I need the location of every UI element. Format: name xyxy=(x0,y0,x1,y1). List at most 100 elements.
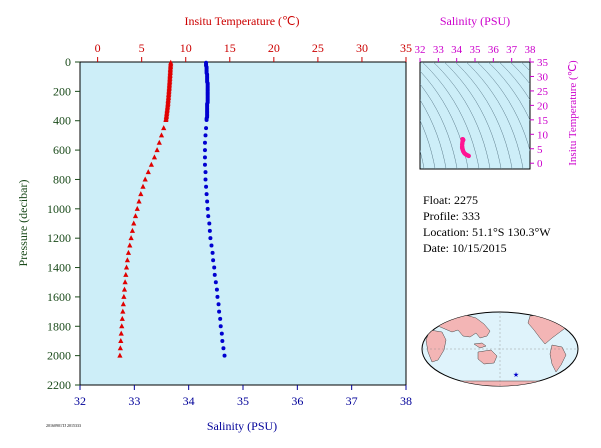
salinity-point xyxy=(207,221,212,226)
temperature-point xyxy=(129,227,136,233)
salinity-point xyxy=(208,236,213,241)
salinity-point xyxy=(203,133,208,138)
salinity-point xyxy=(214,287,219,292)
ts-salinity-tick-label: 37 xyxy=(506,44,518,56)
salinity-point xyxy=(215,294,220,299)
ts-salinity-tick-label: 36 xyxy=(488,44,500,56)
salinity-point xyxy=(218,316,223,321)
salinity-tick-label: 32 xyxy=(74,394,86,408)
temperature-point xyxy=(118,330,124,336)
float-number: Float: 2275 xyxy=(423,193,479,207)
ts-salinity-tick-label: 34 xyxy=(451,44,463,56)
temperature-tick-label: 25 xyxy=(312,41,324,55)
footnote: 20160901TJ 2015333 xyxy=(46,423,81,428)
pressure-tick-label: 400 xyxy=(53,114,71,128)
density-contour xyxy=(521,52,591,181)
ts-series xyxy=(459,137,471,159)
density-contour xyxy=(443,62,502,169)
temperature-point xyxy=(142,176,148,182)
pressure-tick-label: 2200 xyxy=(47,378,71,392)
temperature-point xyxy=(134,205,140,211)
salinity-point xyxy=(216,302,221,307)
density-contour xyxy=(420,83,458,169)
salinity-point xyxy=(212,265,217,270)
salinity-point xyxy=(212,272,217,277)
pressure-axis-label: Pressure (decibar) xyxy=(16,180,30,267)
temperature-tick-label: 30 xyxy=(356,41,368,55)
temperature-axis-ticks: 0 5 10 15 20 25 30 35 xyxy=(95,41,412,62)
temperature-tick-label: 15 xyxy=(224,41,236,55)
salinity-point xyxy=(213,280,218,285)
pressure-tick-label: 1200 xyxy=(47,231,71,245)
salinity-tick-label: 33 xyxy=(128,394,140,408)
density-contour xyxy=(465,62,524,169)
profile-plot: 0 5 10 15 20 25 30 35 32 33 34 35 36 37 38 0 200 400 600… xyxy=(16,14,412,433)
temperature-point xyxy=(118,337,124,343)
temperature-point xyxy=(145,169,151,175)
density-contour xyxy=(520,62,530,72)
temperature-tick-label: 10 xyxy=(180,41,192,55)
temperature-point xyxy=(127,242,133,248)
temperature-point xyxy=(140,183,146,189)
temperature-point xyxy=(138,191,144,197)
ts-salinity-tick-label: 38 xyxy=(525,44,537,56)
salinity-point xyxy=(205,199,210,204)
salinity-series xyxy=(202,60,227,358)
temperature-point xyxy=(119,315,125,321)
density-contour xyxy=(487,62,530,122)
temperature-axis-label: Insitu Temperature (℃) xyxy=(184,14,299,28)
density-contour xyxy=(509,62,530,85)
salinity-point xyxy=(220,338,225,343)
ts-axis-ticks: 32 33 34 35 36 37 38 0 5 10 15 20 25 30 35 xyxy=(415,44,549,170)
density-contour xyxy=(498,62,530,101)
salinity-point xyxy=(202,148,207,153)
temperature-point xyxy=(158,132,165,138)
salinity-point xyxy=(202,162,207,167)
temperature-point xyxy=(117,352,123,358)
ts-temperature-tick-label: 20 xyxy=(537,100,549,112)
ts-diagram: 32 33 34 35 36 37 38 0 5 10 15 20 25 30 35 Salinity (P… xyxy=(415,14,591,181)
ts-temperature-tick-label: 35 xyxy=(537,57,549,69)
ts-temperature-axis-label: Insitu Temperature (℃) xyxy=(567,60,579,166)
temperature-point xyxy=(128,235,134,241)
density-contour xyxy=(421,62,480,169)
density-contour xyxy=(476,62,530,152)
profile-date: Date: 10/15/2015 xyxy=(423,241,507,255)
ts-temperature-tick-label: 25 xyxy=(537,86,549,98)
temperature-point xyxy=(154,147,160,153)
ts-plot-area xyxy=(419,61,531,170)
temperature-point xyxy=(136,198,142,204)
ts-salinity-tick-label: 33 xyxy=(433,44,445,56)
temperature-tick-label: 0 xyxy=(95,41,101,55)
temperature-tick-label: 5 xyxy=(139,41,145,55)
temperature-point xyxy=(123,271,129,277)
ts-temperature-tick-label: 5 xyxy=(537,144,543,156)
float-location: Location: 51.1°S 130.3°W xyxy=(423,225,551,239)
salinity-tick-label: 36 xyxy=(291,394,303,408)
pressure-tick-label: 800 xyxy=(53,172,71,186)
salinity-point xyxy=(207,228,212,233)
salinity-axis-ticks: 32 33 34 35 36 37 38 xyxy=(74,385,412,408)
temperature-point xyxy=(161,125,167,131)
pressure-tick-label: 0 xyxy=(65,55,71,69)
temperature-point xyxy=(121,293,127,299)
salinity-point xyxy=(217,309,222,314)
salinity-point xyxy=(203,177,208,182)
salinity-tick-label: 35 xyxy=(237,394,249,408)
salinity-point xyxy=(221,346,226,351)
temperature-point xyxy=(131,220,137,226)
ts-temperature-tick-label: 0 xyxy=(537,158,543,170)
salinity-point xyxy=(205,206,210,211)
density-contour xyxy=(420,119,436,169)
profile-plot-area xyxy=(79,61,407,386)
density-contour xyxy=(454,62,513,169)
salinity-point xyxy=(210,250,215,255)
float-location-marker: ★ xyxy=(513,371,519,379)
salinity-point xyxy=(222,353,227,358)
temperature-point xyxy=(151,154,158,160)
ts-point xyxy=(466,153,471,159)
salinity-point xyxy=(219,331,224,336)
ts-temperature-tick-label: 10 xyxy=(537,129,549,141)
salinity-point xyxy=(204,184,209,189)
